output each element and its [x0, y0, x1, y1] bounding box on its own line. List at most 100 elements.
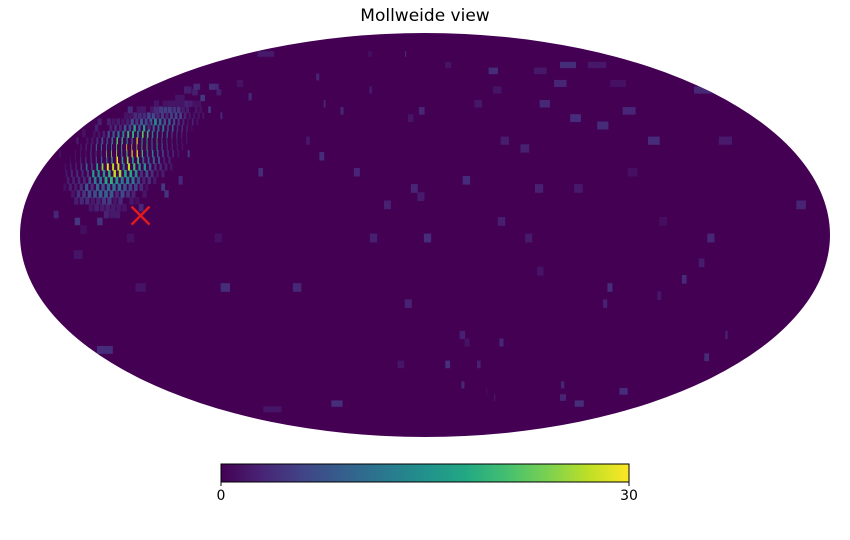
heat-cell — [108, 169, 111, 178]
heat-cell — [159, 163, 162, 171]
heat-cell — [163, 156, 166, 164]
heat-cell — [147, 156, 150, 164]
heat-cell — [79, 197, 84, 205]
heat-cell — [220, 112, 223, 120]
heat-cell — [126, 143, 128, 151]
heat-cell — [166, 130, 168, 138]
heat-cell — [112, 183, 116, 191]
heat-cell — [133, 112, 138, 120]
heat-cell — [137, 130, 139, 138]
heat-cell — [164, 190, 169, 198]
heat-cell — [168, 156, 171, 164]
heat-cell — [539, 99, 550, 108]
heat-cell — [369, 86, 372, 94]
heat-cell — [141, 137, 143, 145]
heat-cell — [166, 137, 168, 145]
heat-cell — [423, 233, 432, 243]
heat-cell — [128, 112, 133, 120]
heat-cell — [151, 130, 154, 138]
heat-cell — [445, 61, 452, 69]
heat-cell — [101, 197, 107, 205]
heat-cell — [100, 156, 103, 164]
heat-cell — [607, 283, 613, 292]
heat-cell — [95, 183, 100, 191]
heat-cell — [82, 190, 86, 198]
heat-cell — [148, 163, 152, 171]
heat-cell — [69, 156, 71, 164]
heat-cell — [407, 114, 414, 123]
heat-cell — [136, 176, 141, 185]
heat-cell — [166, 100, 172, 108]
heat-cell — [161, 183, 166, 191]
heat-cell — [165, 112, 169, 120]
heat-cell — [116, 156, 118, 164]
heat-cell — [725, 330, 728, 339]
heat-cell — [537, 266, 544, 276]
heat-cell — [125, 118, 130, 126]
heat-cell — [117, 183, 122, 191]
heat-cell — [118, 169, 122, 178]
heat-cell — [120, 176, 124, 185]
heat-cell — [116, 150, 118, 158]
heat-cell — [95, 150, 97, 158]
heat-cell — [121, 118, 125, 126]
heat-cell — [181, 143, 184, 151]
marker-stroke — [130, 205, 151, 226]
heat-cell — [161, 137, 163, 145]
heat-cell — [134, 169, 138, 178]
heat-cell — [151, 137, 153, 145]
heat-cell — [80, 143, 82, 151]
heat-cell — [188, 100, 193, 108]
heat-cell — [126, 150, 128, 158]
heat-cell — [492, 86, 502, 94]
heat-cell — [104, 190, 108, 198]
heat-cell — [179, 112, 182, 120]
heat-cell — [76, 190, 81, 198]
heat-cell — [123, 124, 127, 132]
heat-cell — [76, 169, 79, 178]
heat-cell — [142, 156, 145, 164]
heat-cell — [97, 118, 102, 126]
colorbar — [220, 463, 630, 483]
heat-cell — [172, 150, 175, 158]
heat-cell — [461, 381, 465, 389]
heat-cell — [292, 283, 302, 292]
heat-cell — [156, 143, 158, 151]
heat-cell — [197, 112, 200, 120]
heat-cell — [129, 197, 134, 205]
heat-cell — [126, 233, 135, 243]
heat-cell — [193, 83, 201, 90]
heat-cell — [140, 169, 143, 178]
heat-cell — [533, 67, 547, 75]
heat-cell — [64, 163, 67, 171]
heat-cell — [95, 156, 97, 164]
heat-cell — [129, 169, 133, 178]
heat-cell — [134, 183, 138, 191]
heat-cell — [126, 176, 130, 185]
heat-cell — [559, 394, 566, 401]
heat-cell — [188, 112, 191, 120]
heat-cell — [316, 73, 320, 81]
heat-cell — [88, 176, 92, 185]
heat-cell — [178, 176, 183, 185]
heat-cell — [144, 118, 148, 126]
heat-cell — [97, 217, 103, 226]
heat-cell — [85, 156, 87, 164]
heat-cell — [111, 137, 114, 145]
heat-cell — [117, 163, 120, 171]
heat-cell — [85, 143, 87, 151]
heat-cell — [191, 124, 193, 132]
heat-cell — [587, 61, 607, 69]
heat-cell — [141, 130, 144, 138]
heat-cell — [181, 106, 185, 113]
heat-cell — [445, 360, 451, 369]
heat-cell — [133, 163, 136, 171]
heat-cell — [160, 112, 165, 120]
heat-cell — [127, 130, 130, 138]
heat-cell — [191, 118, 194, 126]
heat-cell — [142, 176, 146, 185]
heat-cell — [718, 136, 733, 145]
heat-cell — [153, 176, 157, 185]
heat-cell — [171, 130, 173, 138]
heat-cell — [323, 99, 326, 108]
